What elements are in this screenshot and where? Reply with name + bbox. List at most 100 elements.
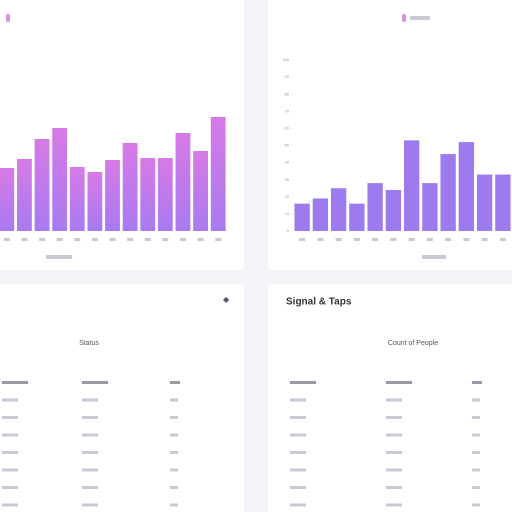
bar xyxy=(330,188,347,231)
cell-placeholder xyxy=(82,381,108,384)
x-tick-placeholder xyxy=(426,238,433,241)
bar xyxy=(193,151,208,231)
cell-placeholder xyxy=(472,468,480,472)
bar xyxy=(312,198,329,231)
x-tick-placeholder xyxy=(499,238,506,241)
axis-title xyxy=(46,255,72,259)
legend-text xyxy=(410,16,430,20)
table-header: Status xyxy=(79,340,99,347)
bar xyxy=(422,183,438,231)
cell-placeholder xyxy=(170,486,178,489)
cell-placeholder xyxy=(170,451,178,454)
cell-placeholder xyxy=(290,416,306,419)
cell-placeholder xyxy=(2,433,18,437)
cell-placeholder xyxy=(170,468,178,472)
x-tick-placeholder xyxy=(481,238,488,241)
cell-placeholder xyxy=(290,468,306,472)
bar xyxy=(87,172,103,231)
bar xyxy=(294,203,310,231)
card xyxy=(0,284,244,512)
x-tick-placeholder xyxy=(445,238,452,241)
x-tick-placeholder xyxy=(109,238,116,241)
cell-placeholder xyxy=(290,398,306,402)
y-tick-label: 80 xyxy=(285,91,290,96)
x-tick-placeholder xyxy=(74,238,81,241)
bar xyxy=(495,174,511,231)
cell-placeholder xyxy=(386,433,402,437)
cell-placeholder xyxy=(386,451,402,454)
cell-placeholder xyxy=(290,451,306,454)
x-tick-placeholder xyxy=(144,238,151,241)
x-tick-placeholder xyxy=(215,238,222,241)
y-tick-label: 0 xyxy=(287,228,290,233)
cell-placeholder xyxy=(82,416,98,419)
cell-placeholder xyxy=(82,398,98,402)
bar xyxy=(385,189,402,231)
y-tick-label: 40 xyxy=(285,160,290,165)
cell-placeholder xyxy=(386,468,402,472)
table-title: Signal & Taps xyxy=(286,297,352,308)
x-tick-placeholder xyxy=(299,238,306,241)
x-tick-placeholder xyxy=(162,238,169,241)
cell-placeholder xyxy=(386,381,412,384)
cell-placeholder xyxy=(170,416,178,419)
x-tick-placeholder xyxy=(372,238,379,241)
y-tick-label: 50 xyxy=(285,143,290,148)
y-tick-label: 70 xyxy=(285,108,290,113)
x-tick-placeholder xyxy=(335,238,342,241)
cell-placeholder xyxy=(170,381,180,384)
bar xyxy=(69,167,85,231)
bar xyxy=(349,203,365,231)
x-tick-placeholder xyxy=(463,238,470,241)
cell-placeholder xyxy=(82,433,98,437)
cell-placeholder xyxy=(290,503,306,507)
cell-placeholder xyxy=(2,503,18,507)
bar xyxy=(122,143,138,231)
cell-placeholder xyxy=(170,398,178,402)
bar xyxy=(210,117,226,231)
x-tick-placeholder xyxy=(21,238,28,241)
cell-placeholder xyxy=(82,451,98,454)
y-tick-label: 10 xyxy=(285,211,290,216)
bar xyxy=(175,133,191,231)
x-tick-placeholder xyxy=(408,238,415,241)
cell-placeholder xyxy=(290,381,316,384)
legend-swatch xyxy=(6,14,10,22)
y-tick-label: 30 xyxy=(285,177,290,182)
y-tick-label: 60 xyxy=(285,125,290,130)
cell-placeholder xyxy=(290,486,306,489)
x-tick-placeholder xyxy=(179,238,186,241)
cell-placeholder xyxy=(2,468,18,472)
y-tick-label: 90 xyxy=(285,74,290,79)
legend-swatch xyxy=(402,14,406,22)
bar xyxy=(17,159,32,231)
cell-placeholder xyxy=(472,416,480,419)
cell-placeholder xyxy=(472,433,480,437)
cell-placeholder xyxy=(290,433,306,437)
cell-placeholder xyxy=(82,486,98,489)
cell-placeholder xyxy=(386,398,402,402)
cell-placeholder xyxy=(386,416,402,419)
x-tick-placeholder xyxy=(56,238,63,241)
cell-placeholder xyxy=(2,381,28,384)
table-header: Count of People xyxy=(388,340,438,347)
bar xyxy=(140,158,156,231)
cell-placeholder xyxy=(2,416,18,419)
x-tick-placeholder xyxy=(3,238,10,241)
bar xyxy=(157,158,173,231)
cell-placeholder xyxy=(82,468,98,472)
x-tick-placeholder xyxy=(390,238,397,241)
cell-placeholder xyxy=(170,433,178,437)
cell-placeholder xyxy=(386,486,402,489)
icon[interactable]: ◆ xyxy=(223,295,230,304)
x-tick-placeholder xyxy=(39,238,46,241)
cell-placeholder xyxy=(386,503,402,507)
cell-placeholder xyxy=(2,398,18,402)
x-tick-placeholder xyxy=(317,238,324,241)
bar xyxy=(34,139,50,231)
y-tick-label: 100 xyxy=(282,57,289,62)
y-tick-label: 20 xyxy=(285,194,290,199)
cell-placeholder xyxy=(170,503,178,507)
bar xyxy=(0,168,15,231)
